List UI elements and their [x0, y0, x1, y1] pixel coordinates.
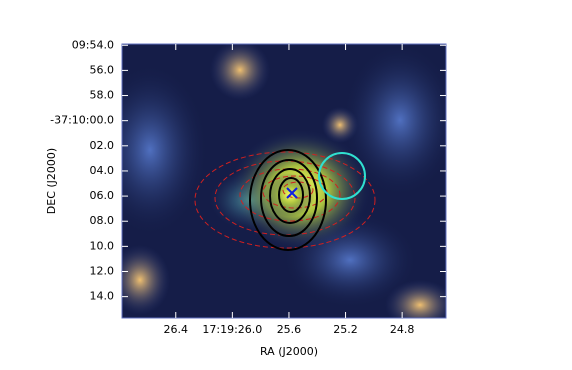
- y-tick-label: 09:54.0: [72, 38, 114, 51]
- sky-image: [122, 44, 446, 318]
- x-axis-label: RA (J2000): [260, 345, 318, 358]
- x-tick-label: 17:19:26.0: [202, 323, 262, 336]
- y-tick-label: 56.0: [90, 63, 115, 76]
- x-tick-label: 25.6: [277, 323, 302, 336]
- y-tick-label: 14.0: [90, 290, 115, 303]
- x-tick-label: 26.4: [164, 323, 189, 336]
- y-tick-label: 04.0: [90, 164, 115, 177]
- y-tick-label: 08.0: [90, 214, 115, 227]
- source-marker: [286, 187, 298, 199]
- y-axis-label: DEC (J2000): [45, 148, 58, 214]
- y-tick-label: 12.0: [90, 264, 115, 277]
- contours: [194, 149, 376, 251]
- x-tick-label: 25.2: [333, 323, 358, 336]
- plot-frame: [121, 43, 447, 319]
- y-tick-label: 58.0: [90, 89, 115, 102]
- y-tick-label: 10.0: [90, 239, 115, 252]
- y-tick-label: 06.0: [90, 189, 115, 202]
- aperture-circle: [318, 152, 366, 200]
- x-tick-label: 24.8: [390, 323, 415, 336]
- y-tick-label: 02.0: [90, 139, 115, 152]
- y-tick-label: -37:10:00.0: [50, 114, 114, 127]
